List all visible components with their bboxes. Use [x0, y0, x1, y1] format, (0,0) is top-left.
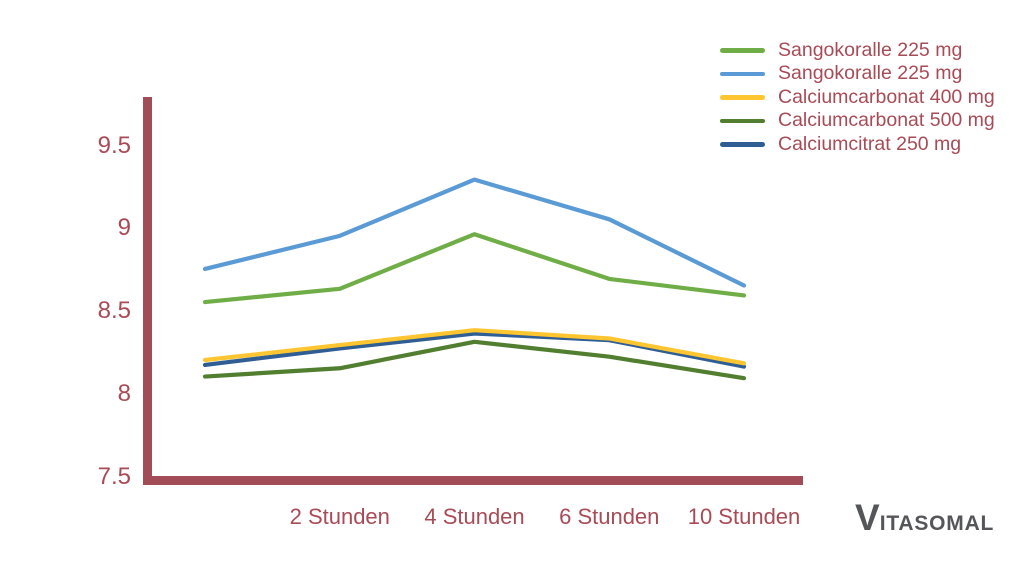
- legend-line-swatch: [720, 95, 765, 100]
- legend-line-swatch: [720, 48, 765, 53]
- y-axis-tick-label: 8: [117, 379, 131, 407]
- legend-item: Calciumcitrat 250 mg: [720, 133, 995, 156]
- series-line-2: [202, 328, 747, 366]
- y-axis-tick-label: 9.5: [97, 131, 131, 159]
- y-axis-tick-label: 9: [117, 214, 131, 242]
- x-axis-tick-label: 2 Stunden: [289, 504, 390, 529]
- vitasomal-logo: VITASOMAL: [855, 499, 994, 536]
- legend-line-swatch: [720, 71, 765, 77]
- legend-line-swatch: [720, 142, 765, 147]
- legend-item: Calciumcarbonat 400 mg: [720, 86, 995, 109]
- legend-label: Sangokoralle 225 mg: [778, 38, 963, 61]
- y-axis-tick-label: 8.5: [97, 297, 131, 325]
- series-line-4: [202, 331, 747, 369]
- series-line-0: [202, 232, 747, 305]
- y-axis: [143, 97, 152, 485]
- legend-item: Sangokoralle 225 mg: [720, 39, 995, 62]
- legend-line-swatch: [720, 118, 765, 124]
- legend-label: Calciumcarbonat 500 mg: [778, 109, 995, 132]
- logo-initial: V: [855, 497, 880, 538]
- x-axis-tick-label: 10 Stunden: [687, 504, 801, 529]
- legend-item: Calciumcarbonat 500 mg: [720, 109, 995, 132]
- legend-label: Sangokoralle 225 mg: [778, 62, 963, 85]
- y-axis-tick-label: 7.5: [97, 462, 131, 490]
- x-axis-tick-label: 6 Stunden: [559, 504, 660, 529]
- legend-label: Calciumcarbonat 400 mg: [778, 85, 995, 108]
- series-line-3: [202, 339, 747, 381]
- legend-label: Calciumcitrat 250 mg: [778, 132, 962, 155]
- x-axis-tick-label: 4 Stunden: [424, 504, 525, 529]
- legend: Sangokoralle 225 mg Sangokoralle 225 mg Ca…: [720, 39, 995, 156]
- logo-text: ITASOMAL: [879, 512, 995, 535]
- series-line-1: [202, 177, 747, 288]
- x-axis: [143, 476, 803, 485]
- legend-item: Sangokoralle 225 mg: [720, 62, 995, 85]
